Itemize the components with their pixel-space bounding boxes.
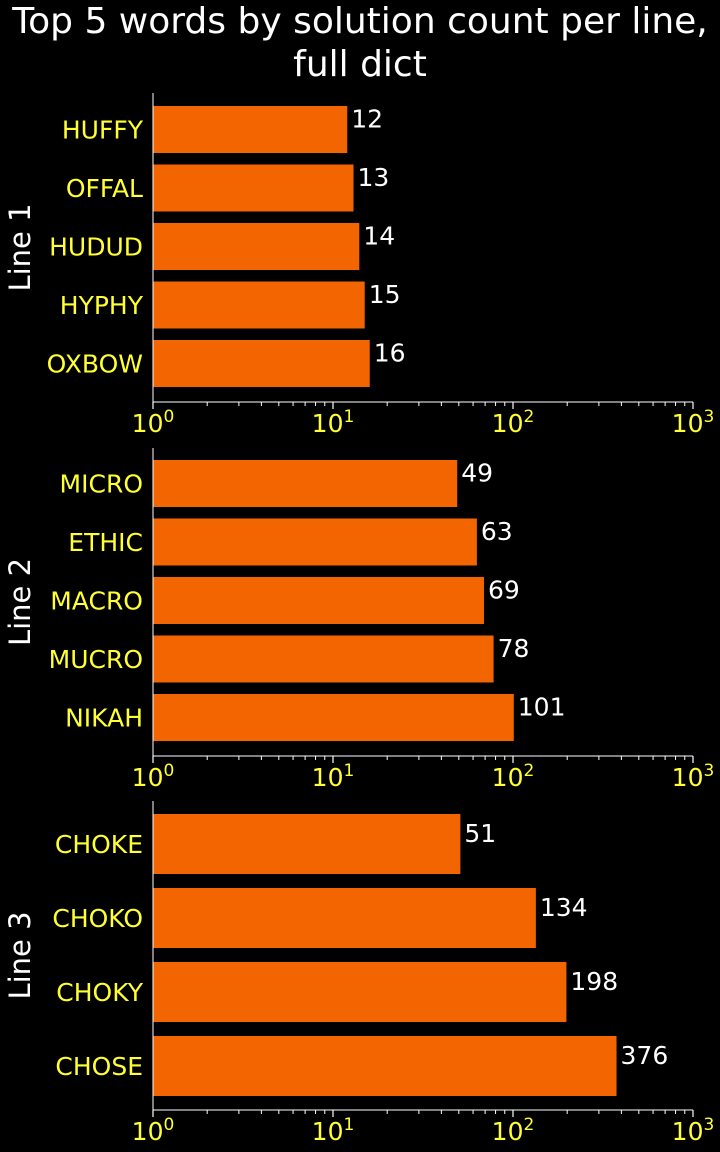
value-label: 134: [540, 893, 588, 922]
x-tick-label: 103: [672, 761, 715, 792]
bar-mucro: [153, 635, 494, 683]
category-label: CHOKY: [56, 978, 143, 1007]
value-label: 101: [518, 693, 566, 722]
bar-huffy: [153, 106, 348, 153]
bar-choko: [153, 888, 536, 948]
value-label: 198: [570, 967, 618, 996]
value-label: 69: [488, 576, 520, 605]
category-label: HUFFY: [62, 116, 144, 145]
value-label: 49: [461, 459, 493, 488]
x-tick-label: 102: [492, 407, 535, 438]
value-label: 15: [369, 280, 401, 309]
category-label: OXBOW: [47, 350, 143, 379]
panel-line-1: HUFFY 12 OFFAL 13 HUDUD 14 HYPHY 15 OXBOW 16 100 10…: [3, 93, 714, 438]
panel-axis-label: Line 1: [3, 203, 37, 291]
category-label: MACRO: [50, 587, 143, 616]
category-label: MUCRO: [49, 645, 143, 674]
x-tick-label: 102: [492, 761, 535, 792]
bar-micro: [153, 460, 458, 507]
chart-title-line-2: full dict: [293, 44, 427, 85]
x-tick-label: 102: [492, 1115, 535, 1146]
panel-axis-label: Line 2: [3, 558, 37, 646]
value-label: 14: [363, 222, 395, 251]
panel-axis-label: Line 3: [3, 911, 37, 999]
value-label: 376: [621, 1041, 669, 1070]
category-label: OFFAL: [66, 174, 143, 203]
x-tick-label: 103: [672, 407, 715, 438]
bar-ethic: [153, 518, 477, 566]
category-label: CHOKO: [52, 904, 143, 933]
category-label: ETHIC: [68, 528, 143, 557]
bar-macro: [153, 577, 484, 624]
bar-chose: [153, 1036, 617, 1096]
bar-hyphy: [153, 281, 365, 329]
category-label: HUDUD: [49, 233, 143, 262]
value-label: 63: [481, 517, 513, 546]
x-tick-label: 103: [672, 1115, 715, 1146]
chart-panels: HUFFY 12 OFFAL 13 HUDUD 14 HYPHY 15 OXBOW 16 100 10…: [3, 93, 714, 1146]
bar-choky: [153, 962, 567, 1022]
x-tick-label: 100: [132, 761, 175, 792]
bar-nikah: [153, 694, 514, 741]
value-label: 13: [358, 163, 390, 192]
value-label: 51: [464, 819, 496, 848]
value-label: 12: [351, 105, 383, 134]
category-label: NIKAH: [65, 704, 143, 733]
value-label: 16: [374, 339, 406, 368]
bar-oxbow: [153, 340, 370, 387]
x-tick-label: 101: [312, 761, 355, 792]
panel-line-3: CHOKE 51 CHOKO 134 CHOKY 198 CHOSE 376 100 101 102…: [3, 801, 714, 1146]
x-tick-label: 101: [312, 1115, 355, 1146]
category-label: CHOSE: [55, 1052, 143, 1081]
bar-hudud: [153, 223, 360, 270]
panel-line-2: MICRO 49 ETHIC 63 MACRO 69 MUCRO 78 NIKAH 101 100 1…: [3, 448, 714, 792]
value-label: 78: [498, 634, 530, 663]
category-label: MICRO: [60, 470, 143, 499]
x-tick-label: 101: [312, 407, 355, 438]
x-tick-label: 100: [132, 1115, 175, 1146]
category-label: HYPHY: [60, 291, 144, 320]
bar-offal: [153, 164, 354, 212]
x-tick-label: 100: [132, 407, 175, 438]
category-label: CHOKE: [55, 830, 143, 859]
chart-title-line-1: Top 5 words by solution count per line,: [11, 1, 708, 42]
bar-choke: [153, 814, 461, 874]
